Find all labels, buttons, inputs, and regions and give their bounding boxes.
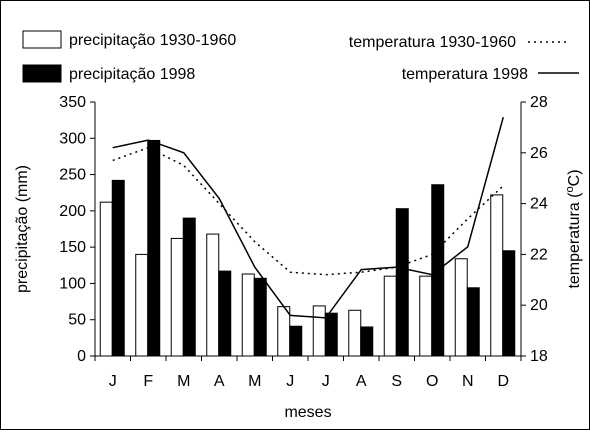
- bar-precip-1998: [502, 250, 516, 357]
- legend: precipitação 1930-1960 precipitação 1998…: [22, 30, 579, 83]
- bar-precip-1930: [454, 258, 468, 357]
- y-left-tick-label: 150: [59, 239, 86, 256]
- x-tick-label: M: [177, 373, 190, 390]
- bar-precip-1998: [147, 139, 161, 357]
- bar-precip-1998: [253, 277, 267, 357]
- y-right-tick-label: 24: [530, 196, 548, 213]
- plot-area: 0 50 100 150 200 250 300 350 18 20 22 24 26 28 J F M A M J J…: [59, 94, 548, 390]
- y-left-tick-label: 350: [59, 94, 86, 111]
- legend-swatch-precip-1930: [22, 30, 62, 49]
- bar-precip-1930: [312, 305, 326, 357]
- y-left-tick-label: 250: [59, 167, 86, 184]
- x-tick-label: O: [426, 373, 438, 390]
- bar-precip-1930: [170, 237, 184, 357]
- y-left-tick-label: 100: [59, 275, 86, 292]
- bar-precip-1930: [206, 233, 220, 357]
- x-tick-label: A: [214, 373, 225, 390]
- x-tick-label: A: [356, 373, 367, 390]
- x-axis-title: meses: [284, 404, 331, 421]
- y-left-tick-label: 200: [59, 203, 86, 220]
- bar-precip-1998: [324, 312, 338, 357]
- line-temp-1930: [112, 146, 504, 276]
- x-tick-label: S: [391, 373, 402, 390]
- x-tick-label: J: [109, 373, 117, 390]
- bar-precip-1998: [360, 326, 374, 357]
- y-right-tick-label: 20: [530, 297, 548, 314]
- y-axis-left-title: precipitação (mm): [14, 165, 31, 293]
- bar-precip-1930: [490, 194, 504, 357]
- legend-label-temp-1930: temperatura 1930-1960: [349, 34, 516, 51]
- bar-precip-1998: [395, 208, 409, 357]
- y-right-tick-label: 18: [530, 348, 548, 365]
- legend-swatch-precip-1998: [22, 64, 62, 83]
- bar-precip-1998: [289, 325, 303, 357]
- legend-label-temp-1998: temperatura 1998: [402, 66, 528, 83]
- bar-precip-1998: [218, 270, 232, 357]
- x-tick-label: N: [462, 373, 474, 390]
- bar-precip-1930: [99, 201, 113, 357]
- x-tick-label: J: [322, 373, 330, 390]
- bar-precip-1998: [111, 179, 125, 357]
- y-left-tick-label: 50: [68, 312, 86, 329]
- bar-precip-1930: [383, 275, 397, 357]
- bar-precip-1998: [182, 217, 196, 357]
- legend-label-precip-1998: precipitação 1998: [69, 66, 195, 83]
- bar-precip-1930: [241, 273, 255, 357]
- x-tick-label: J: [286, 373, 294, 390]
- y-right-tick-label: 28: [530, 94, 548, 111]
- bar-precip-1930: [135, 253, 149, 357]
- x-tick-label: D: [497, 373, 509, 390]
- x-tick-label: F: [143, 373, 153, 390]
- y-left-tick-label: 300: [59, 130, 86, 147]
- bar-precip-1930: [277, 306, 291, 357]
- bar-precip-1998: [466, 287, 480, 357]
- x-tick-label: M: [248, 373, 261, 390]
- bar-precip-1930: [348, 309, 362, 357]
- y-left-tick-label: 0: [77, 348, 86, 365]
- y-axis-right-title: temperatura (oC): [564, 169, 583, 288]
- line-temp-1998: [112, 117, 504, 319]
- legend-label-precip-1930: precipitação 1930-1960: [69, 32, 236, 49]
- y-right-tick-label: 22: [530, 246, 548, 263]
- y-right-tick-label: 26: [530, 145, 548, 162]
- bar-precip-1930: [419, 275, 433, 357]
